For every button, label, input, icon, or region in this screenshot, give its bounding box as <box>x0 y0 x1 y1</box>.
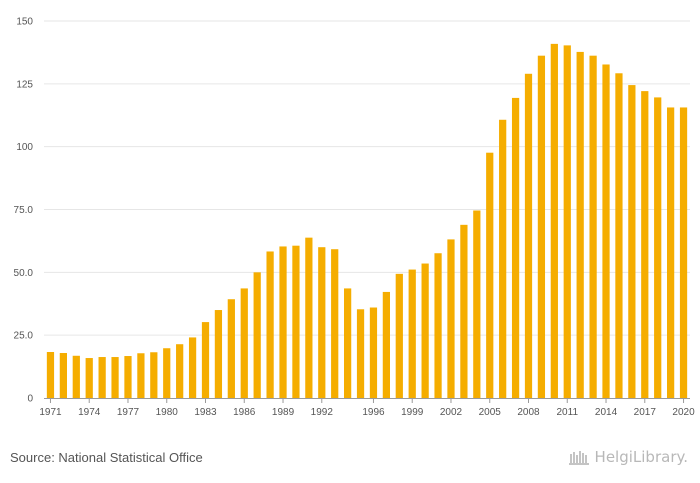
x-tick-label: 2005 <box>479 407 502 418</box>
x-tick-label: 1989 <box>272 407 295 418</box>
source-note: Source: National Statistical Office <box>10 450 203 465</box>
bar <box>460 224 468 398</box>
x-tick-label: 1983 <box>194 407 217 418</box>
bar <box>369 307 378 398</box>
bar <box>615 73 623 398</box>
bar <box>72 355 80 398</box>
y-tick-label: 50.0 <box>14 268 34 279</box>
bar <box>137 353 145 398</box>
library-icon <box>568 449 591 465</box>
bar <box>227 299 235 398</box>
bar <box>85 358 93 398</box>
bar <box>563 45 571 398</box>
bar <box>382 291 390 398</box>
bar <box>292 245 300 398</box>
y-tick-label: 150 <box>16 17 33 28</box>
bar <box>434 253 442 398</box>
bar <box>46 352 55 398</box>
bar <box>524 73 533 398</box>
bar <box>679 107 688 398</box>
bar <box>473 210 481 398</box>
bar <box>188 337 197 398</box>
x-tick-label: 2020 <box>672 407 695 418</box>
bar <box>344 288 352 398</box>
bar <box>305 237 313 398</box>
bar <box>163 348 171 398</box>
x-tick-label: 1977 <box>117 407 140 418</box>
bar <box>356 309 365 398</box>
bar <box>176 344 184 398</box>
bar <box>537 55 546 399</box>
x-tick-label: 1999 <box>401 407 424 418</box>
bar <box>589 55 597 399</box>
x-tick-label: 1980 <box>156 407 179 418</box>
bar <box>408 269 416 398</box>
y-tick-label: 100 <box>16 142 33 153</box>
bar <box>240 288 248 398</box>
bar <box>214 310 223 398</box>
bar <box>641 91 649 398</box>
x-tick-label: 1996 <box>362 407 385 418</box>
bar <box>395 273 403 398</box>
bar <box>59 353 67 398</box>
x-tick-label: 1971 <box>39 407 62 418</box>
bar <box>550 43 558 398</box>
bar <box>98 357 106 398</box>
x-tick-label: 2011 <box>557 407 579 418</box>
bar <box>628 85 636 398</box>
x-tick-label: 2008 <box>517 407 540 418</box>
brand-logo[interactable]: HelgiLibrary. <box>568 448 688 466</box>
bar <box>511 97 520 399</box>
y-tick-label: 25.0 <box>14 331 34 342</box>
bar <box>266 251 274 398</box>
x-tick-label: 2014 <box>595 407 618 418</box>
bar <box>150 352 158 398</box>
bar <box>499 119 507 399</box>
bar <box>602 64 610 399</box>
brand-name: HelgiLibrary. <box>594 448 688 466</box>
x-tick-label: 1974 <box>78 407 101 418</box>
x-tick-label: 2017 <box>634 407 657 418</box>
bar <box>421 263 429 398</box>
x-tick-label: 1992 <box>311 407 334 418</box>
bar <box>111 357 119 398</box>
bar <box>486 152 494 398</box>
y-tick-label: 75.0 <box>14 205 34 216</box>
bar <box>447 239 455 398</box>
bar <box>201 322 210 398</box>
bar <box>667 107 675 398</box>
bar <box>654 97 662 398</box>
bar <box>124 356 132 398</box>
bar <box>576 51 584 398</box>
y-tick-label: 0 <box>27 394 33 405</box>
y-tick-label: 125 <box>16 79 33 90</box>
bar <box>253 272 261 398</box>
bar <box>279 246 287 398</box>
x-tick-label: 1986 <box>233 407 256 418</box>
bar <box>318 247 326 398</box>
x-tick-label: 2002 <box>440 407 463 418</box>
bar <box>331 249 339 398</box>
